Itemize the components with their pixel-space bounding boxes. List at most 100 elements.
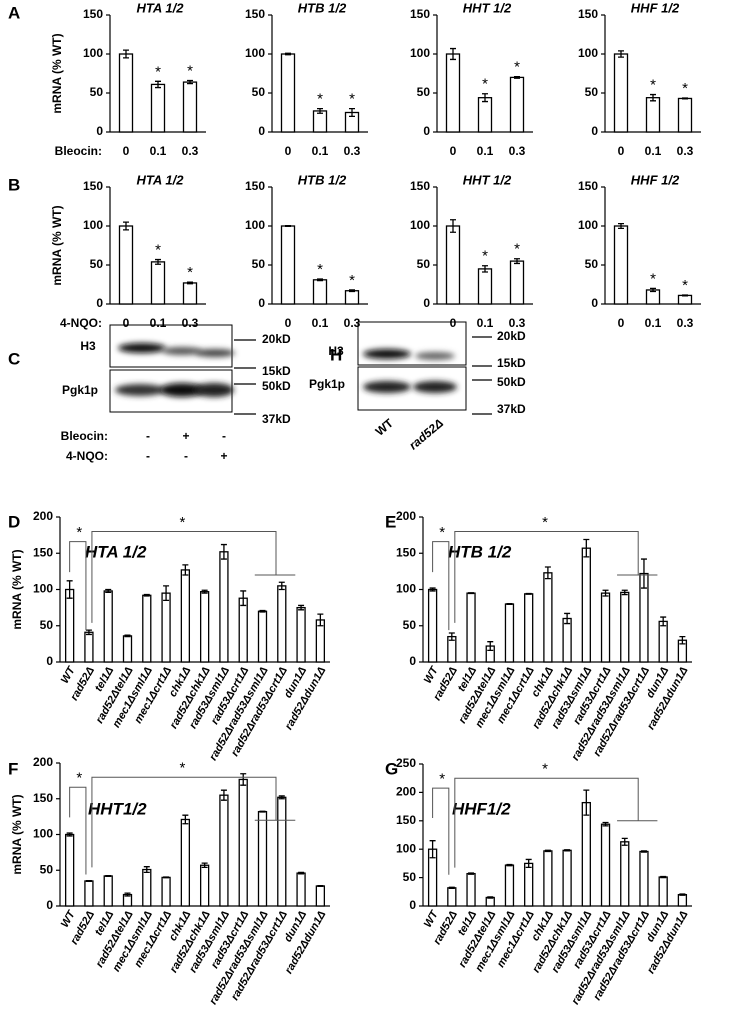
y-tick-label: 100 bbox=[410, 46, 430, 60]
bar bbox=[509, 260, 525, 305]
lane-label: rad52Δ bbox=[406, 416, 446, 452]
bar bbox=[277, 796, 287, 907]
bar bbox=[639, 850, 649, 907]
error-bar bbox=[317, 613, 324, 627]
chart-title: HHF 1/2 bbox=[631, 172, 680, 187]
bar bbox=[150, 83, 166, 133]
marker-label: 15kD bbox=[262, 364, 291, 378]
error-bar bbox=[429, 587, 436, 592]
error-bar bbox=[468, 592, 475, 595]
marker-label: 37kD bbox=[262, 412, 291, 426]
y-tick-label: 150 bbox=[410, 179, 430, 193]
y-tick-label: 250 bbox=[396, 756, 416, 770]
y-tick-label: 200 bbox=[396, 509, 416, 523]
error-bar bbox=[660, 616, 667, 627]
y-tick-label: 150 bbox=[245, 7, 265, 21]
bar bbox=[677, 893, 688, 907]
panel-label: E bbox=[385, 512, 396, 531]
y-tick-label: 0 bbox=[591, 296, 598, 310]
band bbox=[363, 349, 411, 359]
bar bbox=[219, 551, 229, 663]
row-label: H3 bbox=[80, 339, 96, 353]
error-bar bbox=[85, 879, 92, 882]
error-bar bbox=[448, 886, 455, 890]
error-bar bbox=[482, 265, 488, 273]
bar bbox=[315, 885, 326, 907]
error-bar bbox=[123, 221, 129, 231]
bar bbox=[677, 294, 693, 305]
lane-sign: + bbox=[220, 449, 227, 463]
panel-label: F bbox=[8, 759, 18, 778]
y-tick-label: 100 bbox=[396, 841, 416, 855]
bar bbox=[427, 588, 438, 663]
bar bbox=[142, 594, 152, 663]
y-tick-label: 100 bbox=[410, 218, 430, 232]
error-bar bbox=[650, 93, 656, 102]
bar bbox=[161, 592, 171, 663]
error-bar bbox=[278, 581, 285, 591]
y-tick-label: 150 bbox=[396, 813, 416, 827]
error-bar bbox=[240, 773, 247, 786]
chart-title: HHT1/2 bbox=[88, 799, 147, 818]
chart-title: HHT 1/2 bbox=[463, 0, 512, 15]
error-bar bbox=[602, 589, 609, 597]
row-label: Pgk1p bbox=[62, 383, 98, 397]
y-tick-label: 150 bbox=[410, 7, 430, 21]
error-bar bbox=[85, 629, 92, 636]
y-tick-label: 0 bbox=[46, 898, 53, 912]
bar bbox=[658, 876, 668, 907]
band bbox=[363, 381, 411, 393]
error-bar bbox=[123, 49, 129, 59]
error-bar bbox=[187, 281, 193, 285]
bar bbox=[445, 53, 461, 133]
bar bbox=[658, 620, 668, 663]
bracket bbox=[91, 531, 296, 623]
bar bbox=[344, 290, 360, 305]
y-tick-label: 100 bbox=[83, 218, 103, 232]
error-bar bbox=[163, 876, 170, 879]
error-bar bbox=[143, 593, 150, 597]
bar bbox=[581, 801, 591, 907]
bar bbox=[677, 97, 693, 133]
treatment-label: 4-NQO: bbox=[66, 449, 108, 463]
bar bbox=[485, 896, 495, 907]
y-tick-label: 0 bbox=[423, 296, 430, 310]
x-tick-label: 0 bbox=[450, 144, 457, 158]
bracket bbox=[69, 541, 87, 631]
lane-sign: + bbox=[182, 429, 189, 443]
bar bbox=[277, 585, 287, 663]
bar bbox=[543, 572, 553, 663]
error-bar bbox=[285, 52, 291, 56]
error-bar bbox=[640, 850, 647, 853]
bar bbox=[477, 97, 493, 133]
band bbox=[413, 381, 457, 393]
marker-label: 50kD bbox=[497, 375, 526, 389]
y-axis-label: mRNA (% WT) bbox=[10, 549, 24, 629]
bracket-star: * bbox=[439, 771, 445, 788]
bar bbox=[524, 593, 534, 663]
error-bar bbox=[182, 564, 189, 576]
error-bar bbox=[298, 604, 305, 611]
bar bbox=[280, 225, 296, 305]
bar bbox=[238, 597, 248, 663]
error-bar bbox=[124, 892, 131, 897]
error-bar bbox=[450, 219, 456, 233]
error-bar bbox=[679, 893, 686, 896]
error-bar bbox=[143, 866, 150, 874]
error-bar bbox=[240, 590, 247, 607]
y-tick-label: 100 bbox=[33, 827, 53, 841]
lane-sign: - bbox=[146, 429, 150, 443]
band bbox=[118, 343, 166, 353]
y-tick-label: 50 bbox=[417, 85, 431, 99]
band bbox=[162, 347, 202, 355]
marker-label: 15kD bbox=[497, 356, 526, 370]
bar bbox=[477, 268, 493, 305]
bar bbox=[182, 282, 198, 305]
y-tick-label: 100 bbox=[396, 582, 416, 596]
marker-label: 20kD bbox=[262, 332, 291, 346]
error-bar bbox=[163, 585, 170, 602]
x-axis-label: Bleocin: bbox=[55, 144, 102, 158]
y-tick-label: 50 bbox=[90, 257, 104, 271]
significance-star: * bbox=[650, 270, 656, 287]
bracket-star: * bbox=[542, 761, 548, 778]
